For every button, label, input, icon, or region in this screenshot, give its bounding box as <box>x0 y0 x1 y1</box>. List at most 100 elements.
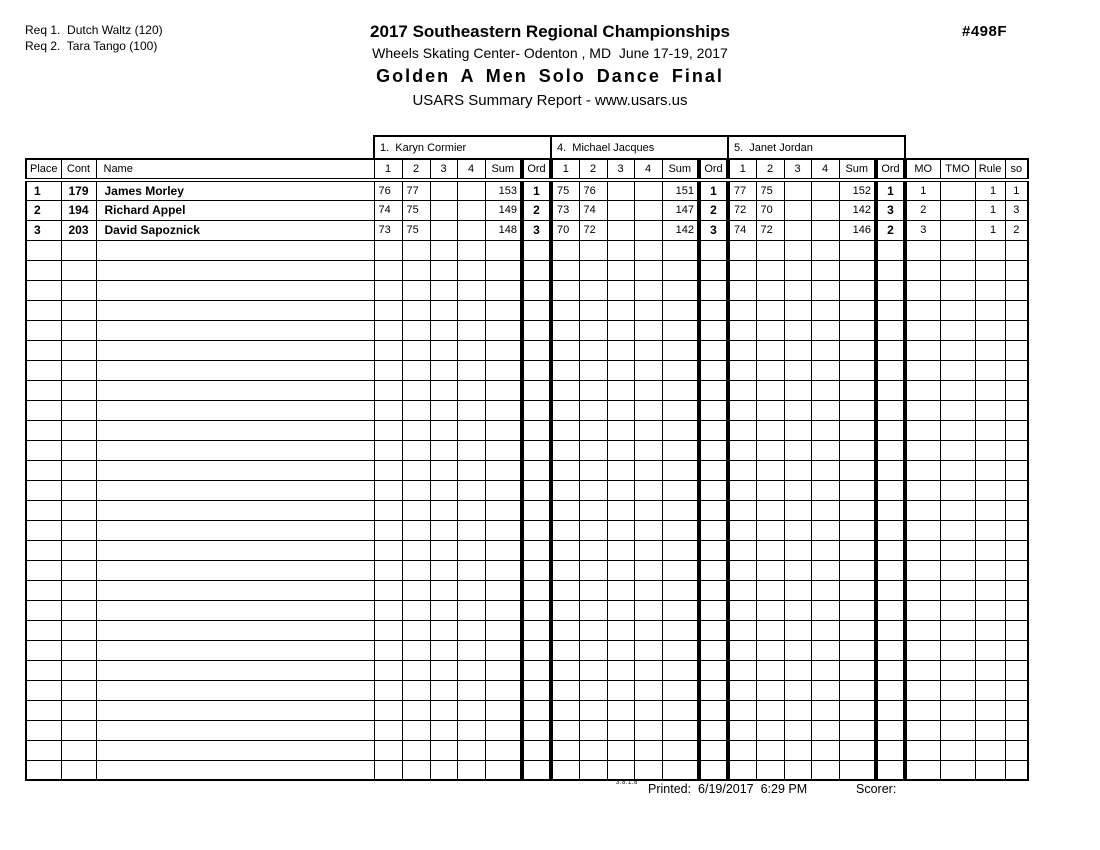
judge3-score4-cell <box>810 739 840 761</box>
judge2-score2-cell <box>578 239 608 261</box>
judge1-score3-cell <box>429 659 458 681</box>
judge2-score2-cell <box>578 639 608 661</box>
judge2-score1-cell <box>550 619 580 641</box>
judge1-score2-cell <box>401 459 431 481</box>
cont-cell <box>60 539 97 561</box>
judge3-score1-cell <box>727 379 757 401</box>
name-cell <box>95 439 375 461</box>
judge1-score1-cell <box>373 719 403 741</box>
so-cell <box>1004 359 1029 381</box>
judge3-sum-cell <box>838 519 877 541</box>
judge3-score3-cell <box>783 279 812 301</box>
judge1-score1-cell <box>373 279 403 301</box>
name-cell <box>95 539 375 561</box>
so-cell <box>1004 479 1029 501</box>
judge3-score1-cell <box>727 579 757 601</box>
mo-cell <box>904 519 941 541</box>
name-cell <box>95 419 375 441</box>
judge1-sum-cell <box>484 379 523 401</box>
judge2-score3-cell <box>606 219 635 241</box>
tmo-cell <box>939 419 976 441</box>
judge1-score1-cell <box>373 339 403 361</box>
judge3-score3-cell <box>783 479 812 501</box>
judge1-score1-cell <box>373 319 403 341</box>
judge2-sum-cell <box>661 299 700 321</box>
so-cell <box>1004 579 1029 601</box>
judge3-score3-cell <box>783 699 812 721</box>
judge2-score1-cell <box>550 479 580 501</box>
column-header-so: so <box>1004 158 1029 182</box>
so-cell <box>1004 319 1029 341</box>
judge3-sum-cell <box>838 239 877 261</box>
name-cell: Richard Appel <box>95 199 375 221</box>
judge3-sum-cell <box>838 639 877 661</box>
judge2-score2-cell <box>578 579 608 601</box>
judge3-score3-cell <box>783 439 812 461</box>
judge2-score1-cell: 70 <box>550 219 580 241</box>
result-row-3: 3 203 David Sapoznick 73 75 148 3 70 72 142 3 74 72 1… <box>25 219 1029 241</box>
result-row-1: 1 179 James Morley 76 77 153 1 75 76 151 1 77 75 152 1… <box>25 179 1029 201</box>
place-cell <box>25 659 62 681</box>
column-header-judge3-ord: Ord <box>874 158 907 182</box>
judge3-score1-cell <box>727 539 757 561</box>
tmo-cell <box>939 619 976 641</box>
judge2-sum-cell <box>661 599 700 621</box>
judge3-ord-cell <box>874 299 907 321</box>
judge2-score3-cell <box>606 619 635 641</box>
judge3-score4-cell <box>810 539 840 561</box>
judge1-score4-cell <box>456 719 486 741</box>
cont-cell: 194 <box>60 199 97 221</box>
judge1-sum-cell: 153 <box>484 179 523 201</box>
tmo-cell <box>939 559 976 581</box>
judge2-score4-cell <box>633 599 663 621</box>
judge3-sum-cell <box>838 439 877 461</box>
rule-cell <box>974 499 1006 521</box>
judge3-score3-cell <box>783 179 812 201</box>
rule-cell <box>974 559 1006 581</box>
tmo-cell <box>939 639 976 661</box>
judge2-score2-cell <box>578 319 608 341</box>
judge2-score3-cell <box>606 739 635 761</box>
judge3-score3-cell <box>783 379 812 401</box>
judge2-score1-cell <box>550 379 580 401</box>
judge3-score1-cell <box>727 559 757 581</box>
place-cell <box>25 319 62 341</box>
judge3-score2-cell <box>755 479 785 501</box>
rule-cell <box>974 239 1006 261</box>
judge1-score4-cell <box>456 639 486 661</box>
judge3-score3-cell <box>783 319 812 341</box>
judge2-ord-cell <box>697 579 730 601</box>
judge1-sum-cell <box>484 299 523 321</box>
judge3-score2-cell <box>755 499 785 521</box>
empty-row <box>25 679 1029 701</box>
judge1-score4-cell <box>456 379 486 401</box>
judge2-ord-cell <box>697 539 730 561</box>
judge1-score1-cell <box>373 659 403 681</box>
judge1-ord-cell: 1 <box>520 179 553 201</box>
column-header-judge3-4: 4 <box>810 158 840 182</box>
judge3-score4-cell <box>810 499 840 521</box>
name-cell <box>95 619 375 641</box>
empty-row <box>25 239 1029 261</box>
judge1-sum-cell <box>484 439 523 461</box>
judge3-sum-cell <box>838 299 877 321</box>
judge1-score1-cell <box>373 439 403 461</box>
judge1-score2-cell <box>401 279 431 301</box>
judge1-score2-cell <box>401 559 431 581</box>
so-cell <box>1004 279 1029 301</box>
judge1-sum-cell <box>484 759 523 781</box>
judge3-score2-cell <box>755 459 785 481</box>
judge3-score3-cell <box>783 259 812 281</box>
judge3-score4-cell <box>810 379 840 401</box>
judge3-score2-cell <box>755 739 785 761</box>
judge3-ord-cell <box>874 479 907 501</box>
judge3-ord-cell <box>874 579 907 601</box>
empty-row <box>25 699 1029 721</box>
judge3-score4-cell <box>810 219 840 241</box>
judge3-score1-cell <box>727 599 757 621</box>
judge1-score4-cell <box>456 619 486 641</box>
judge1-ord-cell <box>520 479 553 501</box>
judge3-ord-cell: 2 <box>874 219 907 241</box>
judge3-sum-cell <box>838 679 877 701</box>
judge2-score1-cell <box>550 559 580 581</box>
